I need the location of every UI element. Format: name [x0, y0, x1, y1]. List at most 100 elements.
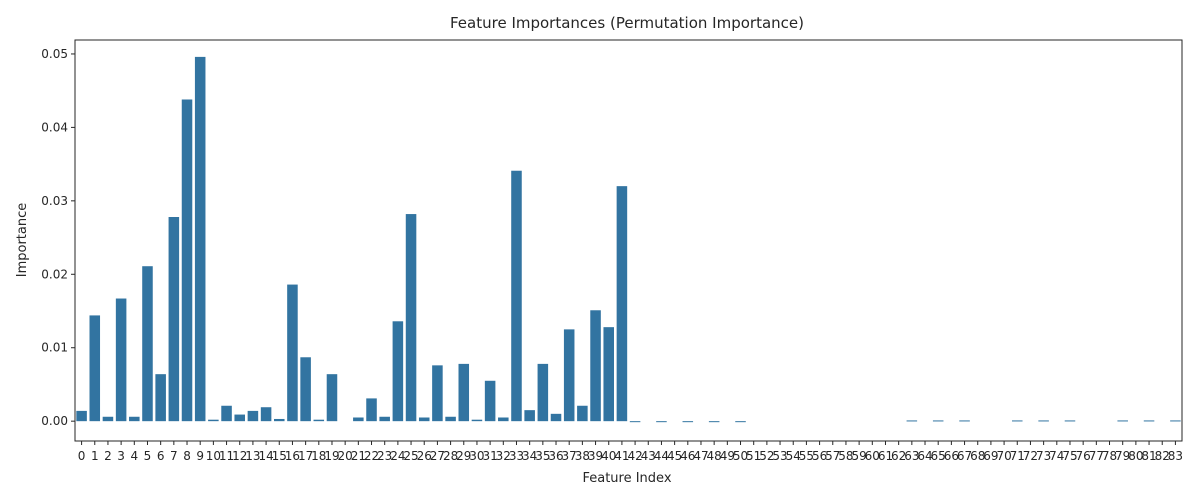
- bar-feature-15: [274, 418, 285, 422]
- bar-feature-0: [76, 410, 87, 422]
- bar-feature-22: [366, 398, 377, 422]
- bar-feature-32: [498, 417, 509, 422]
- x-tick-label: 74: [1049, 449, 1064, 463]
- x-tick-label: 70: [996, 449, 1011, 463]
- x-tick-label: 47: [693, 449, 708, 463]
- x-tick-label: 83: [1168, 449, 1183, 463]
- x-tick-label: 65: [931, 449, 946, 463]
- x-tick-label: 32: [496, 449, 511, 463]
- bar-feature-44: [656, 421, 667, 423]
- bar-feature-35: [537, 363, 549, 422]
- bar-feature-46: [682, 421, 694, 423]
- x-tick-label: 58: [838, 449, 853, 463]
- bar-feature-63: [906, 420, 918, 422]
- x-tick-label: 49: [720, 449, 735, 463]
- y-tick-label: 0.02: [41, 267, 68, 281]
- x-tick-label: 68: [970, 449, 985, 463]
- x-tick-label: 60: [865, 449, 880, 463]
- bar-feature-40: [603, 327, 614, 422]
- x-tick-label: 56: [812, 449, 827, 463]
- bar-feature-16: [287, 284, 298, 422]
- bar-feature-5: [142, 266, 153, 422]
- bar-feature-67: [959, 420, 970, 422]
- bar-feature-75: [1064, 420, 1076, 422]
- bar-feature-25: [405, 214, 417, 422]
- x-tick-label: 57: [825, 449, 840, 463]
- y-tick-label: 0.04: [41, 120, 68, 134]
- bar-feature-33: [511, 170, 522, 422]
- y-axis-title: Importance: [15, 203, 30, 278]
- bar-feature-42: [629, 421, 641, 423]
- x-tick-label: 7: [170, 449, 178, 463]
- x-tick-label: 6: [157, 449, 165, 463]
- x-tick-label: 66: [944, 449, 959, 463]
- x-tick-label: 22: [364, 449, 379, 463]
- bar-feature-9: [194, 56, 206, 422]
- bar-feature-48: [708, 421, 720, 423]
- x-tick-label: 81: [1141, 449, 1156, 463]
- x-tick-label: 4: [130, 449, 138, 463]
- bar-feature-12: [234, 414, 245, 422]
- bar-feature-11: [221, 405, 232, 422]
- x-tick-label: 45: [667, 449, 682, 463]
- y-tick-label: 0.03: [41, 194, 68, 208]
- bar-feature-38: [577, 405, 588, 422]
- x-tick-label: 82: [1155, 449, 1170, 463]
- bar-feature-37: [563, 329, 575, 422]
- x-tick-label: 37: [562, 449, 577, 463]
- x-tick-label: 8: [183, 449, 191, 463]
- x-tick-label: 78: [1102, 449, 1117, 463]
- x-tick-label: 3: [117, 449, 125, 463]
- x-tick-label: 73: [1036, 449, 1051, 463]
- x-tick-label: 41: [614, 449, 629, 463]
- y-axis-ticks: 0.00 0.01 0.02 0.03 0.04 0.05: [41, 47, 75, 428]
- bars-group: [76, 56, 1181, 423]
- x-tick-label: 29: [456, 449, 471, 463]
- x-tick-label: 72: [1023, 449, 1038, 463]
- x-tick-label: 10: [206, 449, 221, 463]
- x-tick-label: 18: [311, 449, 326, 463]
- x-tick-label: 75: [1062, 449, 1077, 463]
- bar-feature-39: [590, 310, 601, 422]
- x-tick-label: 53: [772, 449, 787, 463]
- x-tick-label: 76: [1076, 449, 1091, 463]
- x-tick-label: 19: [324, 449, 339, 463]
- bar-feature-41: [616, 186, 628, 422]
- bar-feature-50: [735, 421, 746, 423]
- x-tick-label: 14: [258, 449, 273, 463]
- x-tick-label: 79: [1115, 449, 1130, 463]
- x-tick-label: 27: [430, 449, 445, 463]
- plot-frame: [74, 39, 1183, 442]
- y-tick-label: 0.01: [41, 341, 68, 355]
- bar-feature-26: [418, 417, 430, 422]
- x-tick-label: 52: [759, 449, 774, 463]
- x-tick-label: 42: [627, 449, 642, 463]
- bar-feature-27: [432, 365, 443, 422]
- x-tick-label: 24: [390, 449, 405, 463]
- bar-feature-34: [524, 410, 535, 422]
- x-tick-label: 54: [786, 449, 801, 463]
- x-tick-label: 26: [417, 449, 432, 463]
- x-tick-label: 30: [469, 449, 484, 463]
- x-axis-title: Feature Index: [582, 471, 671, 486]
- x-tick-label: 71: [1010, 449, 1025, 463]
- x-tick-label: 61: [878, 449, 893, 463]
- bar-feature-10: [208, 419, 219, 422]
- x-tick-label: 13: [245, 449, 260, 463]
- bar-feature-17: [300, 357, 311, 422]
- bar-feature-6: [155, 374, 166, 422]
- x-tick-label: 15: [272, 449, 287, 463]
- x-tick-label: 12: [232, 449, 247, 463]
- bar-feature-1: [89, 315, 101, 422]
- x-tick-label: 23: [377, 449, 392, 463]
- bar-feature-81: [1143, 420, 1155, 422]
- x-tick-label: 40: [601, 449, 616, 463]
- x-tick-label: 50: [733, 449, 748, 463]
- x-tick-label: 21: [351, 449, 366, 463]
- y-tick-label: 0.00: [41, 414, 68, 428]
- y-tick-label: 0.05: [41, 47, 68, 61]
- x-tick-label: 34: [522, 449, 537, 463]
- x-tick-label: 20: [338, 449, 353, 463]
- x-tick-label: 51: [746, 449, 761, 463]
